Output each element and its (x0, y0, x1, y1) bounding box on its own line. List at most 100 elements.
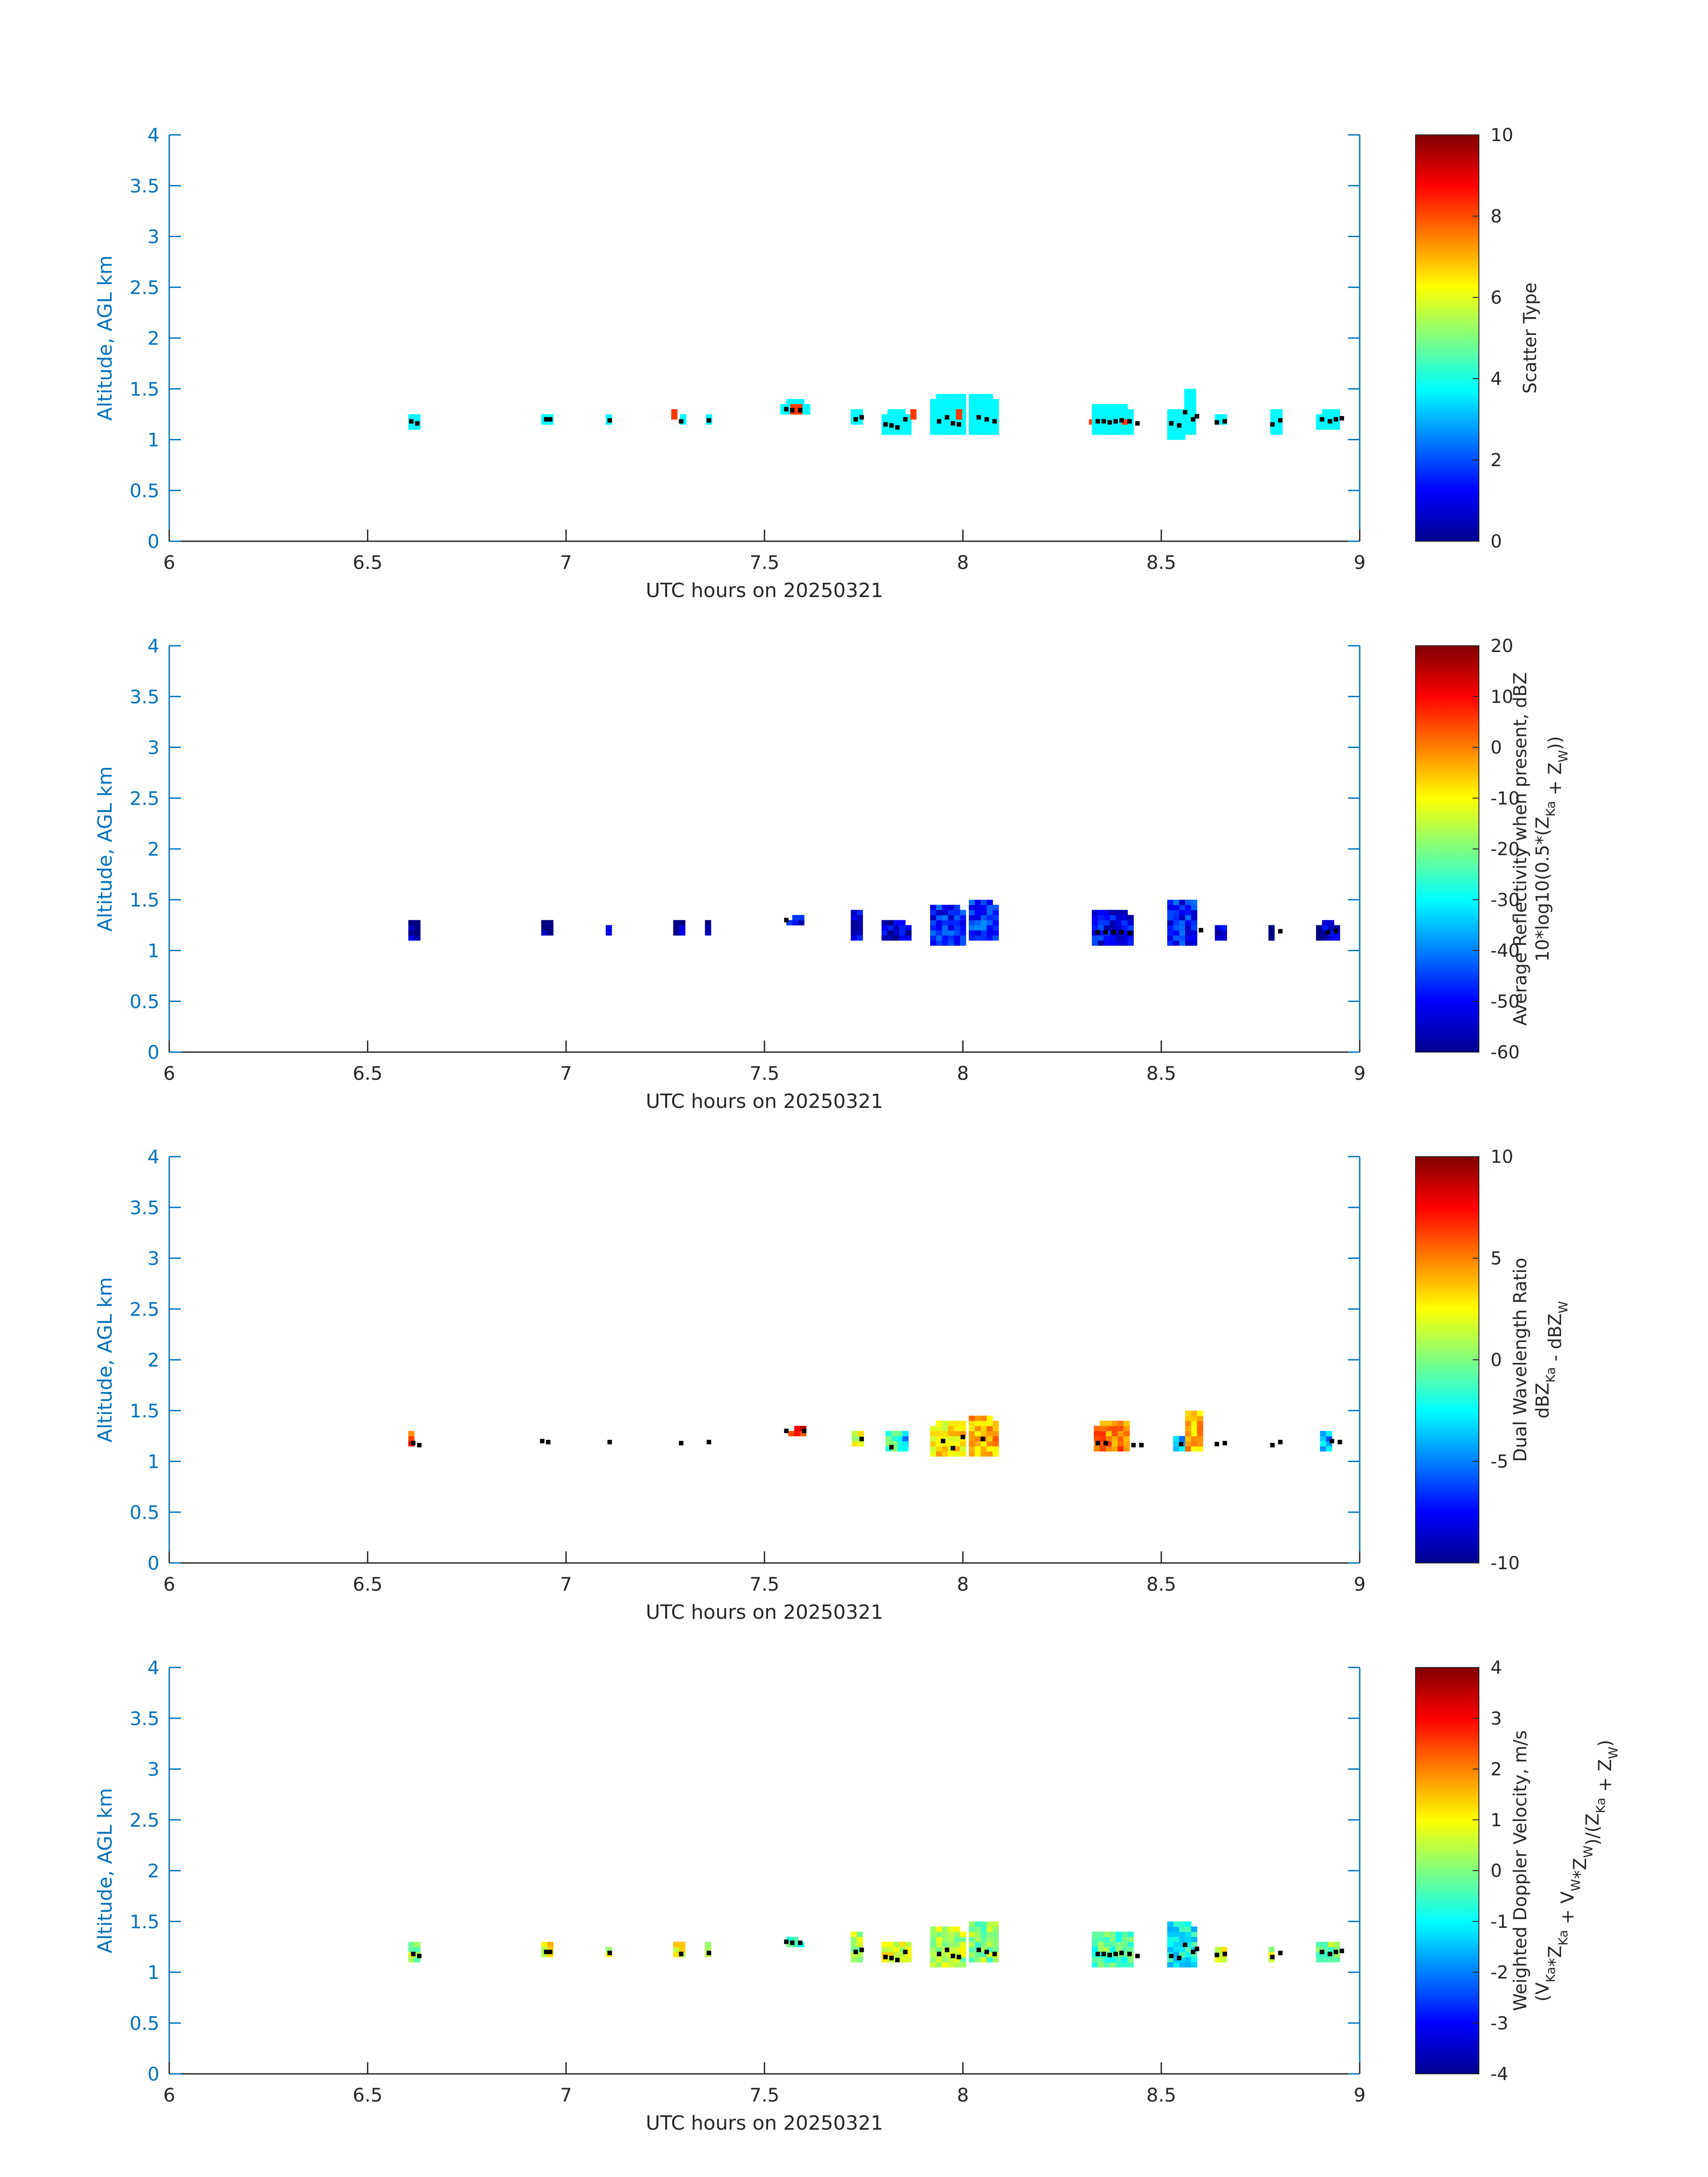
heatmap-cell (969, 1436, 975, 1442)
heatmap-cell (1173, 414, 1180, 420)
heatmap-cell (1173, 409, 1180, 415)
x-tick-label: 7 (560, 552, 572, 573)
heatmap-cell (981, 1926, 987, 1932)
heatmap-cell (1117, 1441, 1124, 1446)
colorbar-label: 10*log10(0.5*(ZKa + ZW)) (1533, 736, 1570, 961)
heatmap-cell (1328, 1947, 1334, 1952)
heatmap-cell (1117, 1446, 1124, 1452)
heatmap-cell (856, 910, 863, 915)
heatmap-cell (1190, 424, 1196, 430)
heatmap-cell (981, 1936, 987, 1942)
cloud-base-point (1325, 930, 1330, 935)
heatmap-cell (887, 925, 894, 931)
heatmap-cell (1117, 1431, 1124, 1437)
cloud-base-point (1169, 421, 1173, 426)
heatmap-cell (905, 424, 912, 430)
heatmap-cell (1098, 409, 1104, 415)
heatmap-cell (1111, 1431, 1118, 1437)
heatmap-cell (986, 409, 993, 415)
cloud-base-point (540, 1439, 545, 1443)
heatmap-cell (1098, 935, 1104, 941)
heatmap-cell (1115, 925, 1122, 931)
cloud-base-point (1131, 1443, 1136, 1448)
heatmap-cell (993, 1421, 999, 1426)
heatmap-cell (792, 920, 799, 926)
heatmap-cell (1167, 1931, 1173, 1937)
heatmap-cell (1115, 1957, 1122, 1963)
heatmap-cell (856, 409, 863, 415)
heatmap-cell (969, 1416, 975, 1421)
heatmap-cell (1110, 910, 1116, 915)
heatmap-cell (680, 414, 687, 420)
heatmap-cell (897, 1446, 904, 1452)
heatmap-cell (942, 429, 948, 435)
x-tick-label: 8 (957, 1062, 969, 1084)
heatmap-cell (905, 1957, 912, 1963)
heatmap-cell (1173, 429, 1180, 435)
heatmap-cell (986, 1957, 993, 1963)
heatmap-cell (954, 1425, 960, 1431)
heatmap-cell (981, 1425, 987, 1431)
heatmap-cell (930, 419, 936, 425)
heatmap-cell (1185, 1952, 1191, 1957)
cloud-base-point (1113, 1951, 1118, 1956)
cloud-base-point (976, 415, 981, 420)
heatmap-cell (954, 1446, 960, 1452)
plot-area (169, 1667, 1360, 2074)
heatmap-cell (1173, 1921, 1180, 1927)
heatmap-cell (1328, 424, 1334, 430)
colorbar-label: Scatter Type (1520, 283, 1541, 394)
heatmap-cell (993, 1431, 999, 1437)
heatmap-cell (986, 399, 993, 405)
heatmap-cell (881, 429, 888, 435)
x-tick-label: 7 (560, 2084, 572, 2106)
cloud-base-point (1199, 928, 1203, 932)
heatmap-cell (936, 1947, 943, 1952)
heatmap-cell (948, 925, 954, 931)
heatmap-cell (408, 424, 415, 430)
heatmap-cell (1215, 1957, 1221, 1963)
heatmap-cell (960, 1936, 966, 1942)
heatmap-cell (1185, 1436, 1191, 1442)
heatmap-cell (954, 915, 960, 920)
cloud-base-point (548, 1950, 553, 1954)
heatmap-cell (887, 930, 894, 936)
heatmap-cell (1197, 1431, 1203, 1437)
heatmap-cell (969, 429, 975, 435)
heatmap-cell (1121, 424, 1128, 430)
heatmap-cell (905, 1942, 912, 1947)
heatmap-cell (930, 920, 936, 926)
heatmap-cell (948, 1947, 954, 1952)
heatmap-cell (414, 920, 421, 926)
heatmap-cell (942, 1431, 948, 1437)
heatmap-cell (981, 1957, 987, 1963)
heatmap-cell (1115, 910, 1122, 915)
heatmap-cell (986, 1936, 993, 1942)
heatmap-cell (1121, 940, 1128, 946)
heatmap-cell (1316, 1942, 1323, 1947)
cloud-base-point (859, 1437, 864, 1442)
heatmap-cell (969, 409, 975, 415)
colorbar-tick-label: -1 (1491, 1912, 1508, 1932)
heatmap-cell (1106, 1431, 1112, 1437)
heatmap-cell (1270, 414, 1277, 420)
cloud-base-point (706, 1440, 711, 1445)
heatmap-cell (1115, 920, 1122, 926)
cloud-base-point (992, 1951, 997, 1956)
heatmap-cell (969, 1431, 975, 1437)
cloud-base-point (679, 1441, 684, 1446)
heatmap-cell (1173, 1446, 1180, 1452)
cloud-base-point (790, 408, 795, 413)
cloud-base-point (951, 421, 956, 426)
heatmap-cell (1184, 414, 1190, 420)
heatmap-cell (1110, 1942, 1116, 1947)
heatmap-cell (1167, 925, 1173, 931)
heatmap-cell (981, 910, 987, 915)
cloud-base-point (853, 1950, 858, 1954)
cloud-base-point (1215, 420, 1219, 425)
heatmap-cell (1092, 409, 1098, 415)
heatmap-cell (981, 1931, 987, 1937)
heatmap-cell (1215, 930, 1221, 936)
heatmap-cell (408, 1436, 415, 1442)
cloud-base-point (1329, 1439, 1334, 1443)
